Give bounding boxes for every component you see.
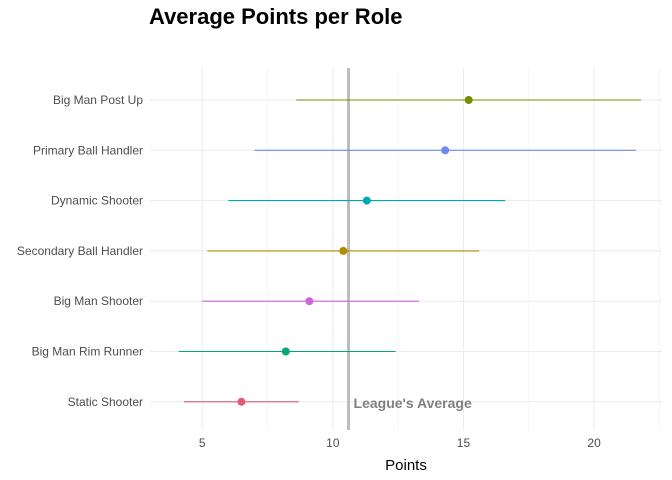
y-tick-label: Big Man Shooter bbox=[54, 294, 143, 308]
x-tick-labels: 5 10 15 20 bbox=[199, 436, 601, 450]
x-tick-label: 5 bbox=[199, 436, 206, 450]
y-tick-label: Primary Ball Handler bbox=[33, 143, 143, 157]
mean-point bbox=[464, 96, 473, 104]
mean-point bbox=[339, 246, 348, 255]
reference-line-group: League's Average bbox=[347, 68, 472, 430]
y-tick-label: Secondary Ball Handler bbox=[17, 244, 143, 258]
chart-title: Average Points per Role bbox=[149, 4, 403, 29]
mean-point bbox=[281, 347, 290, 356]
y-tick-label: Dynamic Shooter bbox=[51, 194, 143, 208]
mean-points bbox=[237, 96, 473, 406]
y-tick-label: Big Man Post Up bbox=[53, 93, 143, 107]
x-tick-label: 20 bbox=[587, 436, 601, 450]
x-tick-label: 15 bbox=[457, 436, 471, 450]
league-average-label: League's Average bbox=[354, 395, 472, 411]
mean-point bbox=[305, 297, 314, 306]
x-tick-label: 10 bbox=[326, 436, 340, 450]
grid-lines bbox=[150, 68, 662, 430]
y-tick-labels: Big Man Post Up Primary Ball Handler Dynam… bbox=[17, 93, 143, 409]
x-axis-title: Points bbox=[385, 457, 427, 474]
mean-point bbox=[237, 397, 246, 406]
mean-point bbox=[441, 146, 450, 155]
y-tick-label: Big Man Rim Runner bbox=[32, 345, 143, 359]
mean-point bbox=[362, 196, 371, 205]
y-tick-label: Static Shooter bbox=[68, 395, 143, 409]
